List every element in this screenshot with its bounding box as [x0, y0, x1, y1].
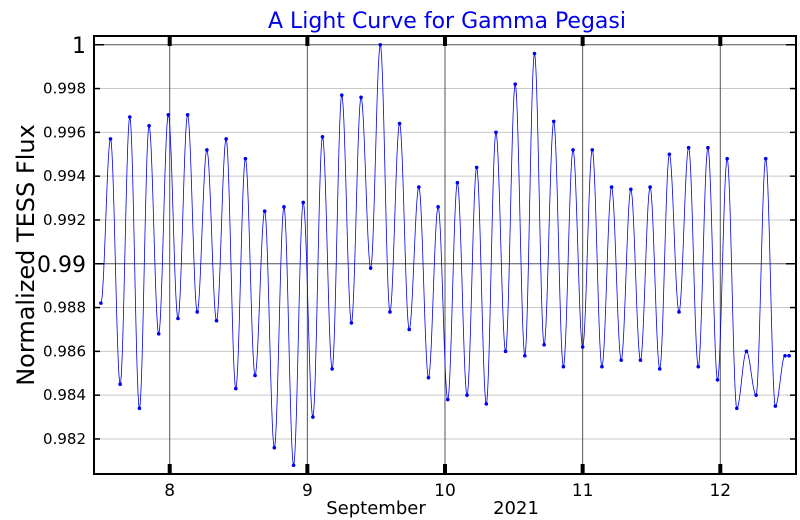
data-point: [725, 156, 729, 161]
data-point: [339, 93, 344, 97]
data-point: [243, 156, 248, 161]
data-point: [291, 463, 296, 468]
data-point: [551, 119, 556, 124]
y-tick-label: 0.994: [43, 167, 86, 185]
data-point: [744, 349, 749, 354]
data-point: [407, 327, 412, 332]
data-point: [436, 205, 440, 209]
data-point: [657, 367, 662, 371]
data-point: [426, 375, 431, 380]
data-point: [282, 205, 286, 209]
data-point: [233, 386, 238, 391]
data-point: [787, 353, 791, 358]
data-point: [513, 82, 517, 86]
data-point: [523, 353, 527, 358]
data-point: [397, 121, 402, 126]
data-point: [609, 185, 614, 189]
x-tick-label: 9: [302, 481, 313, 501]
data-point: [262, 209, 267, 213]
x-tick-label: 8: [164, 481, 175, 501]
data-point: [417, 185, 421, 189]
y-tick-label: 0.984: [43, 386, 86, 404]
data-point: [359, 95, 363, 100]
data-point: [445, 397, 450, 402]
data-point: [108, 137, 113, 141]
data-points: [99, 42, 791, 468]
x-tick-label: 12: [709, 481, 731, 501]
y-tick-label: 0.99: [37, 253, 86, 278]
data-point: [137, 406, 142, 411]
data-point: [465, 393, 469, 397]
data-point: [735, 406, 739, 411]
data-point: [224, 137, 228, 141]
data-point: [474, 165, 479, 170]
y-axis-label: Normalized TESS Flux: [12, 124, 40, 386]
data-point: [763, 156, 768, 161]
data-point: [580, 345, 585, 349]
data-point: [455, 180, 460, 185]
y-tick-label: 0.988: [43, 299, 86, 317]
data-point: [272, 445, 277, 450]
data-point: [118, 382, 122, 387]
chart-title: A Light Curve for Gamma Pegasi: [268, 9, 626, 34]
data-point: [696, 364, 701, 369]
data-point: [301, 200, 306, 205]
data-point: [532, 51, 537, 56]
data-point: [754, 393, 758, 397]
data-point: [648, 185, 652, 189]
data-point: [214, 318, 219, 323]
data-point: [176, 316, 180, 321]
data-point: [619, 358, 623, 362]
data-point: [311, 415, 315, 419]
data-point: [638, 358, 643, 362]
y-tick-label: 0.998: [43, 80, 86, 98]
data-point: [715, 378, 720, 382]
y-tick-label: 0.986: [43, 342, 86, 360]
y-tick-label: 1: [72, 34, 86, 59]
x-tick-label: 11: [572, 481, 594, 501]
data-point: [561, 364, 566, 369]
data-point: [388, 310, 392, 314]
data-point: [156, 332, 161, 336]
y-tick-label: 0.996: [43, 123, 86, 141]
data-point: [503, 349, 508, 354]
grid: [94, 36, 796, 474]
data-point: [330, 367, 334, 371]
data-point: [484, 402, 489, 406]
data-point: [195, 310, 200, 314]
data-point: [205, 148, 209, 152]
data-point: [571, 148, 575, 152]
axis-ticks: 0.982 0.984 0.986 0.988 0.99 0.992 0.994 0.996 0…: [37, 34, 796, 501]
data-point: [127, 115, 132, 119]
data-point: [166, 113, 171, 117]
data-point: [686, 145, 691, 150]
data-point: [368, 266, 373, 270]
x-axis-label-month: September: [326, 498, 426, 519]
data-point: [494, 130, 498, 135]
data-point: [600, 364, 604, 369]
data-point: [706, 145, 710, 150]
data-point: [677, 310, 681, 314]
data-point: [185, 113, 190, 117]
y-tick-label: 0.982: [43, 430, 86, 448]
data-point: [349, 321, 354, 325]
data-point: [667, 152, 672, 157]
data-point: [99, 301, 103, 305]
data-point: [629, 187, 633, 192]
data-point: [320, 134, 325, 139]
data-point: [773, 404, 778, 408]
data-point: [590, 148, 595, 152]
x-axis-label-year: 2021: [493, 498, 539, 519]
x-tick-label: 10: [434, 481, 456, 501]
data-point: [253, 373, 257, 378]
data-point: [783, 353, 787, 358]
data-point: [542, 342, 546, 347]
data-point: [378, 42, 383, 47]
data-point: [147, 123, 151, 128]
y-tick-label: 0.992: [43, 211, 86, 229]
